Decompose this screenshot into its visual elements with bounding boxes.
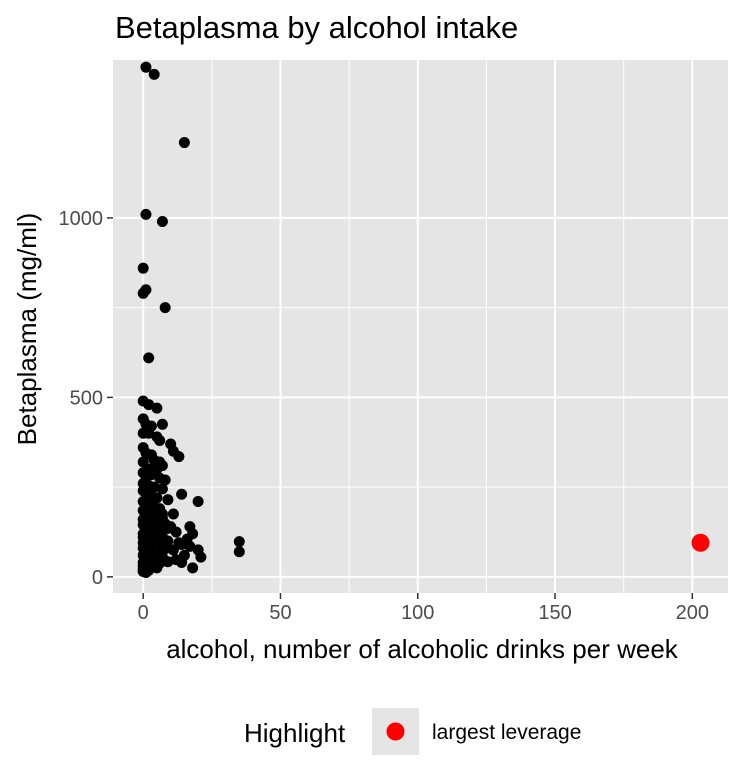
x-tick-label: 200 — [676, 602, 709, 624]
data-point — [148, 68, 160, 80]
data-point — [151, 402, 163, 414]
data-point — [151, 519, 163, 531]
y-tick-label: 0 — [92, 567, 103, 589]
x-axis-title: alcohol, number of alcoholic drinks per … — [166, 634, 679, 664]
data-point — [176, 488, 188, 500]
data-point — [233, 536, 245, 548]
data-point — [173, 451, 185, 463]
legend-label-largest-leverage: largest leverage — [432, 721, 581, 744]
x-tick-label: 100 — [401, 602, 434, 624]
data-point — [156, 508, 168, 520]
data-point — [156, 216, 168, 228]
data-point — [159, 474, 171, 486]
y-tick-label: 500 — [70, 387, 103, 409]
data-point — [233, 546, 245, 558]
data-point — [192, 495, 204, 507]
data-point — [148, 481, 160, 493]
y-tick-label: 1000 — [59, 208, 104, 230]
x-tick-label: 50 — [269, 602, 291, 624]
data-point — [170, 526, 182, 538]
legend-title: Highlight — [244, 718, 346, 748]
x-tick-label: 150 — [538, 602, 571, 624]
data-point — [140, 61, 152, 73]
data-point — [140, 284, 152, 296]
data-point — [143, 427, 155, 439]
data-point — [156, 483, 168, 495]
data-point — [140, 208, 152, 220]
data-point — [145, 495, 157, 507]
axis-ticks: 0 50 100 150 200 0 500 1000 — [59, 208, 709, 624]
data-point — [195, 551, 207, 563]
data-point — [176, 556, 188, 568]
data-point — [181, 533, 193, 545]
highlight-point-largest-leverage — [691, 533, 710, 552]
y-axis-title: Betaplasma (mg/ml) — [12, 213, 42, 446]
grid-lines — [113, 60, 728, 593]
legend-key-dot — [386, 722, 405, 741]
data-point — [187, 562, 199, 574]
data-point — [173, 537, 185, 549]
data-point — [162, 494, 174, 506]
chart-title: Betaplasma by alcohol intake — [115, 10, 518, 45]
data-point — [178, 137, 190, 149]
data-points — [137, 61, 710, 579]
data-point — [162, 556, 174, 568]
plot-panel — [113, 60, 728, 593]
data-point — [167, 508, 179, 520]
data-point — [154, 434, 166, 446]
data-point — [156, 460, 168, 472]
data-point — [159, 302, 171, 314]
data-point — [159, 543, 171, 555]
data-point — [145, 469, 157, 481]
legend: Highlight largest leverage — [244, 708, 581, 755]
data-point — [156, 418, 168, 430]
data-point — [162, 522, 174, 534]
x-tick-label: 0 — [138, 602, 149, 624]
data-point — [140, 567, 152, 579]
data-point — [143, 352, 155, 364]
data-point — [137, 262, 149, 274]
data-point — [143, 399, 155, 411]
